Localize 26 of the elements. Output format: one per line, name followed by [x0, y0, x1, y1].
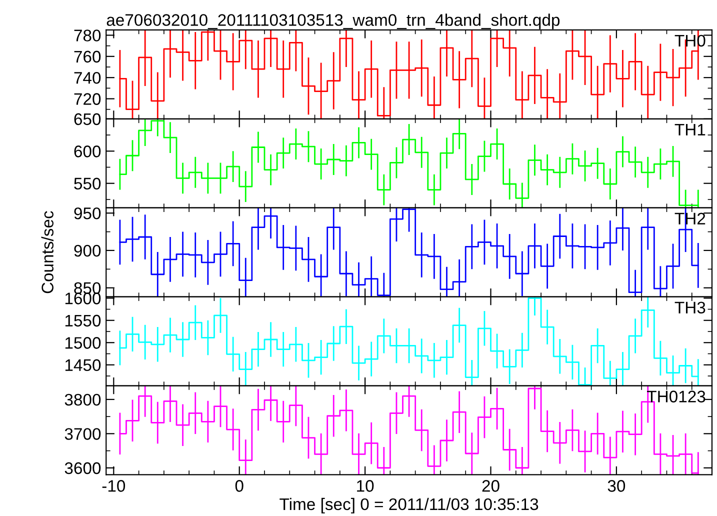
y-tick-label: 1600: [65, 292, 101, 304]
x-tick-label: 20: [482, 480, 500, 492]
y-tick-label: 3700: [64, 428, 101, 440]
y-tick-label: 1450: [65, 359, 101, 372]
y-tick-label: 780: [74, 30, 101, 42]
y-tick-label: 740: [74, 72, 101, 84]
y-tick-label: 950: [74, 207, 101, 220]
y-tick-label: 1500: [65, 337, 101, 349]
y-tick-label: 600: [74, 146, 101, 158]
x-tick-label: 30: [608, 480, 626, 492]
y-tick-label: 760: [74, 50, 101, 63]
x-axis-title: Time [sec] 0 = 2011/11/03 10:35:13: [280, 498, 538, 514]
series-label: TH1: [674, 124, 706, 136]
y-tick-label: 550: [74, 178, 101, 190]
x-tick-label: 10: [357, 480, 374, 492]
y-tick-label: 720: [74, 93, 101, 105]
y-tick-label: 3600: [64, 462, 101, 474]
y-axis-title: Counts/sec: [41, 211, 54, 294]
chart-title: ae706032010_20111103103513_wam0_trn_4band_short.qdp: [106, 14, 560, 30]
y-tick-label: 1550: [65, 314, 101, 327]
y-tick-label: 900: [74, 244, 101, 257]
x-tick-label: 0: [235, 480, 244, 492]
y-tick-label: 650: [74, 113, 101, 126]
y-tick-label: 3800: [64, 394, 101, 406]
series-label: TH3: [674, 302, 706, 314]
x-tick-label: -10: [102, 480, 126, 492]
